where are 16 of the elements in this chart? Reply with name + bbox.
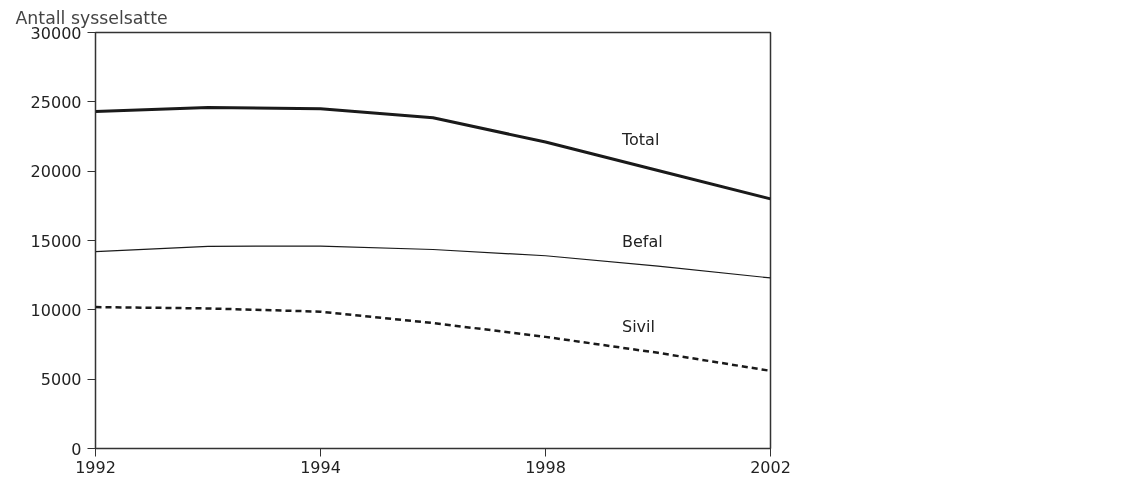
y-tick-label: 20000 <box>30 162 82 182</box>
series-label: Total <box>621 130 660 150</box>
y-tick-label: 25000 <box>30 92 82 112</box>
series-label: Sivil <box>622 316 655 336</box>
y-tick-label: 5000 <box>40 370 82 390</box>
series-label: Befal <box>622 231 663 251</box>
x-tick-label: 1992 <box>75 457 116 477</box>
y-tick-label: 0 <box>71 439 82 459</box>
y-tick-label: 10000 <box>30 300 82 320</box>
x-tick-label: 1998 <box>525 457 566 477</box>
x-tick-label: 2002 <box>750 457 791 477</box>
y-tick-label: 15000 <box>30 231 82 251</box>
line-series <box>95 105 771 201</box>
line-series <box>95 305 771 373</box>
line-series <box>95 245 771 279</box>
x-tick-label: 1994 <box>300 457 341 477</box>
